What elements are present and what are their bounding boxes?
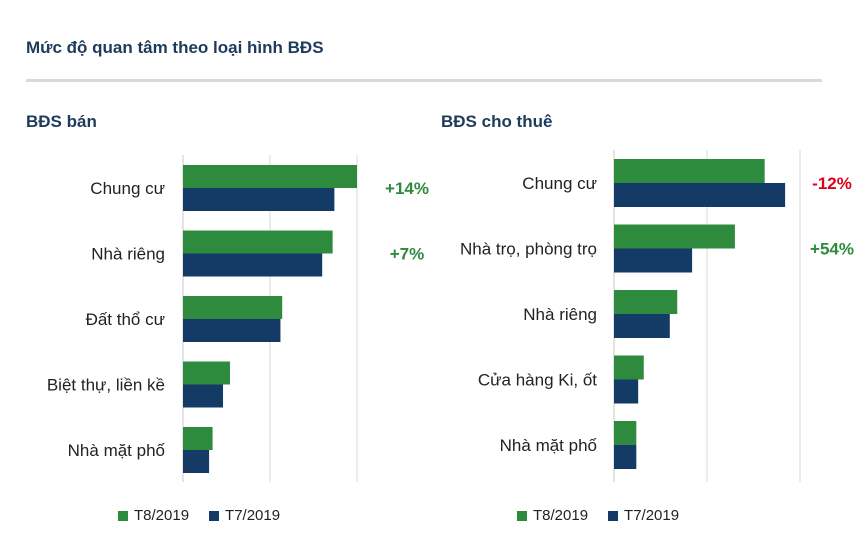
bar-t8	[614, 355, 644, 380]
legend-swatch-t7	[608, 510, 619, 521]
category-label: Biệt thự, liền kề	[47, 376, 165, 395]
legend-item-t8: T8/2019	[118, 507, 189, 524]
bar-t7	[183, 253, 323, 277]
bar-t7	[614, 379, 639, 404]
legend-sale: T8/2019 T7/2019	[118, 507, 300, 524]
legend-item-t8: T8/2019	[517, 507, 588, 524]
chart-title-sale: BĐS bán	[26, 112, 97, 131]
legend-swatch-t7	[209, 510, 220, 521]
bar-t7	[614, 314, 670, 338]
title-divider	[26, 79, 822, 82]
bar-t8	[614, 224, 735, 249]
bar-t8	[614, 421, 637, 445]
legend-rent: T8/2019 T7/2019	[517, 507, 699, 524]
change-annotation: +7%	[390, 245, 425, 264]
bar-t8	[183, 296, 283, 319]
legend-label-t7: T7/2019	[624, 507, 680, 524]
bar-t8	[183, 165, 357, 188]
category-label: Cửa hàng Ki, ốt	[478, 371, 597, 390]
category-label: Chung cư	[522, 174, 597, 193]
change-annotation: +14%	[385, 179, 429, 198]
legend-swatch-t8	[517, 510, 527, 521]
category-label: Nhà mặt phố	[500, 436, 598, 455]
legend-item-t7: T7/2019	[608, 507, 679, 524]
bar-t7	[614, 183, 786, 207]
page-title: Mức độ quan tâm theo loại hình BĐS	[26, 38, 324, 57]
bar-t7	[183, 319, 281, 342]
bar-t7	[614, 445, 637, 469]
bar-t8	[183, 230, 333, 254]
category-label: Chung cư	[90, 179, 165, 198]
bar-t7	[614, 248, 693, 273]
bar-t8	[183, 361, 230, 385]
bar-t8	[183, 427, 213, 450]
category-label: Nhà trọ, phòng trọ	[460, 240, 597, 259]
legend-label-t8: T8/2019	[533, 507, 589, 524]
change-annotation: +54%	[810, 240, 854, 259]
change-annotation: -12%	[812, 174, 852, 193]
bar-t8	[614, 290, 678, 314]
category-label: Nhà mặt phố	[68, 441, 166, 460]
category-label: Nhà riêng	[91, 245, 165, 264]
legend-item-t7: T7/2019	[209, 507, 280, 524]
bar-t7	[183, 384, 224, 408]
category-label: Đất thổ cư	[86, 310, 165, 329]
bar-t7	[183, 450, 210, 473]
bar-t7	[183, 188, 335, 211]
category-label: Nhà riêng	[523, 305, 597, 324]
legend-swatch-t8	[118, 510, 128, 521]
legend-label-t8: T8/2019	[134, 507, 190, 524]
legend-label-t7: T7/2019	[225, 507, 281, 524]
bar-t8	[614, 159, 765, 183]
chart-title-rent: BĐS cho thuê	[441, 112, 553, 131]
